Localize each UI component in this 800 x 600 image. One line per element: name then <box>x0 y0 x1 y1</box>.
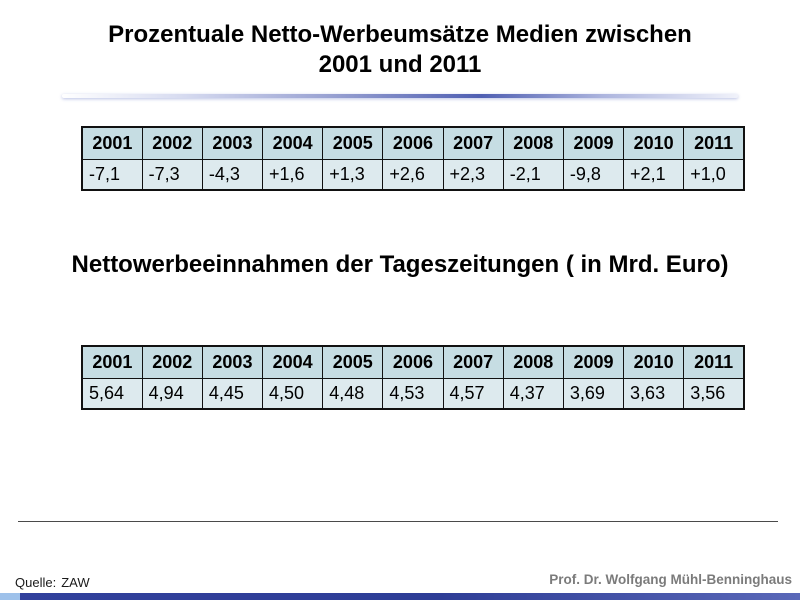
value-row: -7,1 -7,3 -4,3 +1,6 +1,3 +2,6 +2,3 -2,1 -9,8 +2,1… <box>81 159 745 191</box>
value-cell: 4,48 <box>322 378 384 410</box>
year-header-cell: 2004 <box>262 126 324 160</box>
title-divider-line <box>62 94 738 98</box>
year-header-cell: 2007 <box>442 345 504 379</box>
value-cell: +1,6 <box>262 159 324 191</box>
year-header-cell: 2002 <box>141 345 203 379</box>
year-header-cell: 2008 <box>502 345 564 379</box>
source-label: Quelle: <box>15 575 57 590</box>
value-cell: +2,1 <box>623 159 685 191</box>
year-header-cell: 2007 <box>442 126 504 160</box>
value-cell: -4,3 <box>201 159 264 191</box>
year-header-cell: 2005 <box>322 345 384 379</box>
year-header-cell: 2010 <box>623 345 685 379</box>
value-cell: -7,3 <box>141 159 203 191</box>
bottom-accent-bar <box>0 593 800 600</box>
value-cell: -7,1 <box>81 159 143 191</box>
year-header-cell: 2001 <box>81 345 143 379</box>
value-cell: -2,1 <box>502 159 564 191</box>
year-header-cell: 2008 <box>502 126 564 160</box>
source-value: ZAW <box>61 575 90 590</box>
year-header-row: 2001 2002 2003 2004 2005 2006 2007 2008 2009 2010… <box>81 126 745 160</box>
value-cell: +1,3 <box>322 159 384 191</box>
value-cell: +2,3 <box>442 159 504 191</box>
year-header-cell: 2003 <box>201 345 264 379</box>
year-header-cell: 2001 <box>81 126 143 160</box>
slide-title-line2: 2001 und 2011 <box>318 51 482 78</box>
slide-title: Prozentuale Netto-Werbeumsätze Medien zw… <box>0 20 800 80</box>
year-header-cell: 2006 <box>382 345 444 379</box>
value-cell: 4,53 <box>382 378 444 410</box>
slide-title-line1: Prozentuale Netto-Werbeumsätze Medien zw… <box>108 21 692 48</box>
newspaper-net-ad-revenue-table: 2001 2002 2003 2004 2005 2006 2007 2008 2009 2010… <box>81 345 745 410</box>
year-header-cell: 2010 <box>623 126 685 160</box>
year-header-cell: 2006 <box>382 126 444 160</box>
author-credit: Prof. Dr. Wolfgang Mühl-Benninghaus <box>549 572 792 587</box>
year-header-cell: 2003 <box>201 126 264 160</box>
year-header-cell: 2002 <box>141 126 203 160</box>
value-cell: -9,8 <box>562 159 625 191</box>
value-cell: 3,63 <box>623 378 685 410</box>
section-title: Nettowerbeeinnahmen der Tageszeitungen (… <box>71 251 729 278</box>
value-cell: 4,45 <box>201 378 264 410</box>
percent-net-ad-revenue-table: 2001 2002 2003 2004 2005 2006 2007 2008 2009 2010… <box>81 126 745 191</box>
value-cell: 4,57 <box>442 378 504 410</box>
bottom-accent-square <box>0 593 20 600</box>
value-cell: 4,50 <box>262 378 324 410</box>
value-cell: +2,6 <box>382 159 444 191</box>
source-note: Quelle: ZAW <box>15 575 90 590</box>
value-cell: 4,37 <box>502 378 564 410</box>
year-header-cell: 2009 <box>562 126 625 160</box>
year-header-cell: 2011 <box>683 345 745 379</box>
value-cell: +1,0 <box>683 159 745 191</box>
year-header-cell: 2011 <box>683 126 745 160</box>
year-header-cell: 2005 <box>322 126 384 160</box>
value-cell: 3,69 <box>562 378 625 410</box>
year-header-cell: 2004 <box>262 345 324 379</box>
value-cell: 5,64 <box>81 378 143 410</box>
value-cell: 3,56 <box>683 378 745 410</box>
year-header-row: 2001 2002 2003 2004 2005 2006 2007 2008 2009 2010… <box>81 345 745 379</box>
footer-divider-line <box>18 521 778 522</box>
year-header-cell: 2009 <box>562 345 625 379</box>
value-cell: 4,94 <box>141 378 203 410</box>
value-row: 5,64 4,94 4,45 4,50 4,48 4,53 4,57 4,37 3,69 3,63… <box>81 378 745 410</box>
